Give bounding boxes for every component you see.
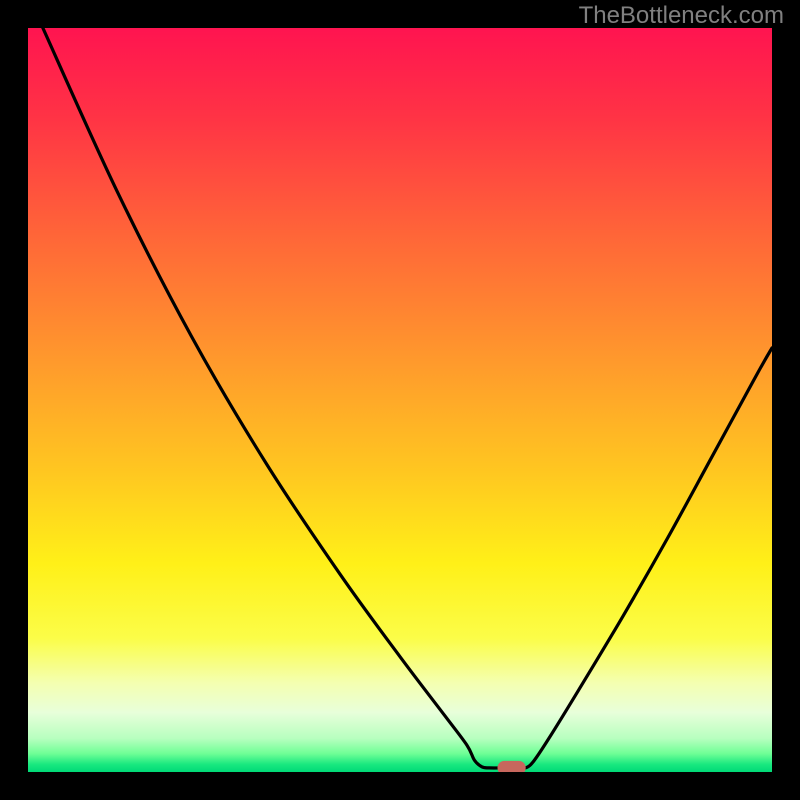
watermark-text: TheBottleneck.com xyxy=(579,2,784,30)
gradient-background xyxy=(28,28,772,772)
plot-svg xyxy=(28,28,772,772)
plot-area xyxy=(28,28,772,772)
chart-frame: TheBottleneck.com xyxy=(0,0,800,800)
optimal-point-marker xyxy=(497,761,525,772)
